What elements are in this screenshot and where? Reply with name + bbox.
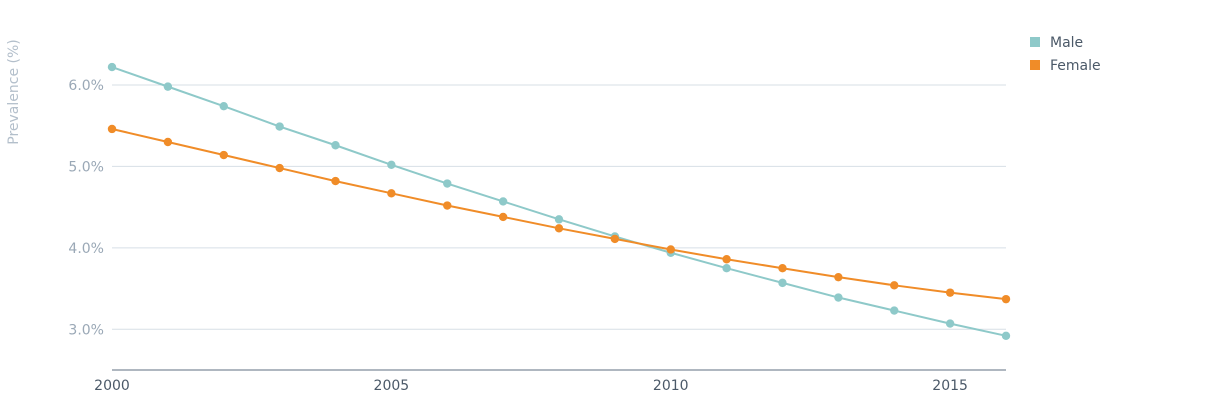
- series-line-female: [111, 127, 1007, 301]
- y-tick-label: 4.0%: [68, 241, 104, 257]
- data-point-male: [498, 197, 508, 206]
- data-point-female: [219, 150, 228, 160]
- data-point-female: [498, 212, 508, 222]
- y-tick-label: 6.0%: [68, 78, 104, 94]
- legend-swatch-female: [1030, 60, 1040, 70]
- data-point-male: [1001, 331, 1011, 340]
- data-point-female: [443, 201, 452, 210]
- y-tick-label: 5.0%: [68, 159, 104, 175]
- x-tick-label: 2005: [374, 378, 410, 394]
- y-axis-label: Prevalence (%): [6, 39, 22, 145]
- data-point-female: [666, 245, 675, 254]
- data-point-male: [275, 122, 284, 131]
- data-point-female: [610, 234, 620, 244]
- data-point-male: [331, 141, 340, 150]
- x-tick-label: 2015: [932, 378, 968, 394]
- series-female: [107, 124, 1011, 304]
- x-tick-label: 2000: [94, 378, 130, 394]
- series-layer: [107, 62, 1011, 340]
- data-point-male: [890, 306, 899, 315]
- series-line-male: [111, 66, 1007, 337]
- data-point-female: [834, 272, 843, 282]
- data-point-female: [331, 176, 340, 186]
- data-point-female: [275, 163, 284, 173]
- series-male: [107, 62, 1011, 340]
- data-point-male: [443, 179, 452, 188]
- x-tick-label: 2010: [653, 378, 689, 394]
- data-point-female: [107, 124, 117, 134]
- legend-swatch-male: [1030, 37, 1040, 47]
- data-point-male: [945, 319, 955, 328]
- data-point-male: [778, 278, 787, 288]
- legend-label-male: Male: [1050, 35, 1083, 51]
- data-point-male: [834, 293, 843, 302]
- data-point-female: [722, 255, 731, 264]
- data-point-female: [1001, 294, 1011, 304]
- y-tick-label: 3.0%: [68, 322, 104, 338]
- legend-label-female: Female: [1050, 58, 1101, 74]
- axis-layer: 3.0% 4.0% 5.0% 6.0% 2000 2005 2010 2015 Prevalen…: [6, 39, 1006, 394]
- data-point-female: [890, 281, 899, 290]
- legend: Male Female: [1030, 35, 1101, 74]
- data-point-male: [387, 160, 396, 169]
- data-point-female: [778, 264, 787, 273]
- data-point-male: [219, 101, 228, 111]
- data-point-male: [554, 215, 564, 224]
- data-point-female: [387, 189, 396, 198]
- data-point-male: [722, 264, 731, 273]
- grid-layer: [112, 84, 1006, 330]
- data-point-female: [554, 224, 564, 233]
- data-point-male: [163, 82, 173, 91]
- data-point-male: [107, 62, 117, 72]
- data-point-female: [945, 288, 955, 297]
- data-point-female: [163, 137, 173, 147]
